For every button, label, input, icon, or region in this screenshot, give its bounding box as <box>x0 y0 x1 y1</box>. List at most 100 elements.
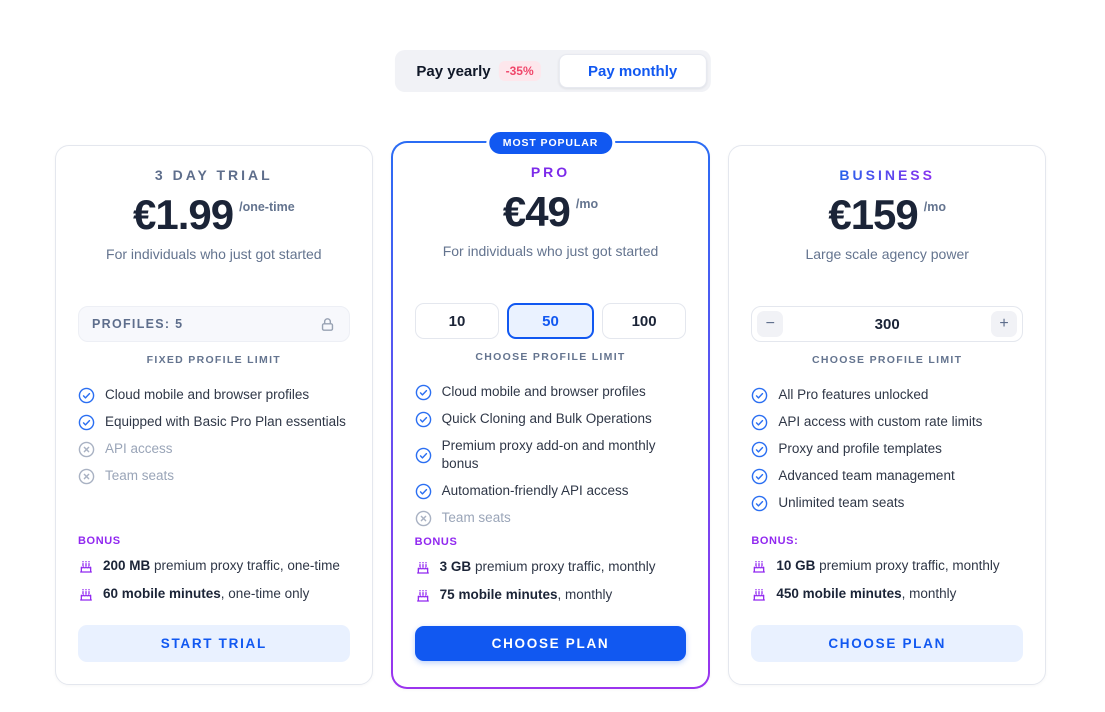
feature-text: API access <box>105 441 173 456</box>
bonus-item: 60 mobile minutes, one-time only <box>78 585 350 603</box>
plan-title: BUSINESS <box>839 167 935 183</box>
selector-caption: FIXED PROFILE LIMIT <box>146 354 282 366</box>
check-circle-icon <box>752 414 768 430</box>
feature-text: Unlimited team seats <box>778 495 905 510</box>
feature-item: Advanced team management <box>751 467 1023 485</box>
increase-profiles-button[interactable]: + <box>991 311 1017 337</box>
price-row: €159 /mo <box>751 194 1023 236</box>
billing-toggle: Pay yearly -35% Pay monthly <box>394 50 711 92</box>
feature-item: Automation-friendly API access <box>415 482 687 500</box>
price-row: €1.99 /one-time <box>78 194 350 236</box>
bonus-label: BONUS <box>78 535 121 547</box>
feature-item-excluded: Team seats <box>78 467 350 485</box>
check-circle-icon <box>752 495 768 511</box>
bonus-text: 200 MB premium proxy traffic, one-time <box>103 558 340 573</box>
profile-option-50-selected[interactable]: 50 <box>507 303 594 339</box>
x-circle-icon <box>78 441 95 457</box>
plan-subtitle: For individuals who just got started <box>106 246 322 262</box>
check-circle-icon <box>78 414 95 430</box>
start-trial-button[interactable]: START TRIAL <box>78 625 350 662</box>
bonus-label: BONUS <box>414 536 458 548</box>
bonus-text: 60 mobile minutes, one-time only <box>103 586 310 601</box>
check-circle-icon <box>752 387 768 403</box>
feature-list: Cloud mobile and browser profiles Quick … <box>415 383 687 536</box>
check-circle-icon <box>415 483 431 499</box>
x-circle-icon <box>415 510 431 526</box>
plan-price: €1.99 <box>133 191 234 238</box>
selector-caption: CHOOSE PROFILE LIMIT <box>475 351 626 363</box>
feature-text: Premium proxy add-on and monthly bonus <box>441 438 656 471</box>
feature-text: Team seats <box>105 468 175 483</box>
bonus-item: 3 GB premium proxy traffic, monthly <box>415 558 687 576</box>
plan-price: €159 <box>828 191 918 238</box>
check-circle-icon <box>415 411 431 427</box>
profile-count-stepper: − 300 + <box>751 306 1024 342</box>
bonus-section: BONUS: 10 GB premium proxy traffic, mont… <box>751 535 1023 603</box>
bonus-text: 75 mobile minutes, monthly <box>439 587 613 602</box>
gift-icon <box>416 590 429 602</box>
bonus-item: 450 mobile minutes, monthly <box>751 585 1023 603</box>
bonus-item: 75 mobile minutes, monthly <box>415 586 687 604</box>
gift-icon <box>416 562 429 574</box>
price-row: €49 /mo <box>415 191 687 233</box>
feature-item: Premium proxy add-on and monthly bonus <box>415 437 687 473</box>
check-circle-icon <box>752 441 768 457</box>
decrease-profiles-button[interactable]: − <box>757 311 784 337</box>
feature-text: Advanced team management <box>778 468 955 483</box>
feature-text: Equipped with Basic Pro Plan essentials <box>105 414 346 429</box>
plan-card-pro: MOST POPULAR PRO €49 /mo For individuals… <box>391 129 711 689</box>
gift-icon <box>79 589 93 601</box>
pay-monthly-label: Pay monthly <box>588 62 678 80</box>
feature-list: Cloud mobile and browser profiles Equipp… <box>78 386 350 494</box>
plan-price: €49 <box>502 188 571 235</box>
discount-badge: -35% <box>498 61 541 81</box>
feature-item: Quick Cloning and Bulk Operations <box>415 410 687 428</box>
gift-icon <box>753 561 766 573</box>
feature-text: Proxy and profile templates <box>778 441 942 456</box>
plan-period: /mo <box>575 197 599 211</box>
profile-limit-selector: 10 50 100 CHOOSE PROFILE LIMIT <box>414 303 687 363</box>
plan-period: /mo <box>923 200 947 214</box>
gift-icon <box>753 589 766 601</box>
feature-item: Proxy and profile templates <box>751 440 1023 458</box>
feature-text: API access with custom rate limits <box>778 414 983 429</box>
x-circle-icon <box>78 468 95 484</box>
most-popular-badge: MOST POPULAR <box>485 129 616 157</box>
plan-card-business: BUSINESS €159 /mo Large scale agency pow… <box>728 145 1047 685</box>
lock-icon <box>321 317 333 331</box>
pay-monthly-option[interactable]: Pay monthly <box>558 54 707 88</box>
bonus-text: 3 GB premium proxy traffic, monthly <box>439 559 656 574</box>
plans-row: 3 DAY TRIAL €1.99 /one-time For individu… <box>55 129 1047 689</box>
profiles-fixed-label: PROFILES: 5 <box>92 317 184 331</box>
plan-card-trial: 3 DAY TRIAL €1.99 /one-time For individu… <box>55 145 373 685</box>
feature-text: Cloud mobile and browser profiles <box>105 387 310 402</box>
feature-item-excluded: Team seats <box>415 509 687 527</box>
feature-item-excluded: API access <box>78 440 350 458</box>
feature-text: Cloud mobile and browser profiles <box>441 384 646 399</box>
bonus-label: BONUS: <box>751 535 799 547</box>
plan-period: /one-time <box>239 200 295 214</box>
plan-title: PRO <box>530 164 571 180</box>
feature-item: All Pro features unlocked <box>751 386 1023 404</box>
feature-item: Unlimited team seats <box>751 494 1023 512</box>
feature-list: All Pro features unlocked API access wit… <box>751 386 1023 521</box>
plan-subtitle: Large scale agency power <box>805 246 969 262</box>
profile-limit-selector: − 300 + CHOOSE PROFILE LIMIT <box>751 306 1024 366</box>
feature-item: API access with custom rate limits <box>751 413 1023 431</box>
profile-option-10[interactable]: 10 <box>414 303 500 339</box>
choose-plan-button-business[interactable]: CHOOSE PLAN <box>751 625 1024 662</box>
bonus-text: 450 mobile minutes, monthly <box>776 586 957 601</box>
profile-option-100[interactable]: 100 <box>601 303 687 339</box>
bonus-text: 10 GB premium proxy traffic, monthly <box>776 558 1000 573</box>
feature-text: Quick Cloning and Bulk Operations <box>441 411 652 426</box>
profile-count-value: 300 <box>874 315 900 333</box>
choose-plan-button-pro[interactable]: CHOOSE PLAN <box>414 626 687 661</box>
check-circle-icon <box>78 387 95 403</box>
pay-yearly-option[interactable]: Pay yearly -35% <box>398 54 558 88</box>
feature-text: All Pro features unlocked <box>778 387 929 402</box>
bonus-section: BONUS 200 MB premium proxy traffic, one-… <box>78 535 350 603</box>
feature-text: Team seats <box>441 510 511 525</box>
bonus-item: 200 MB premium proxy traffic, one-time <box>78 557 350 575</box>
plan-subtitle: For individuals who just got started <box>442 243 659 259</box>
